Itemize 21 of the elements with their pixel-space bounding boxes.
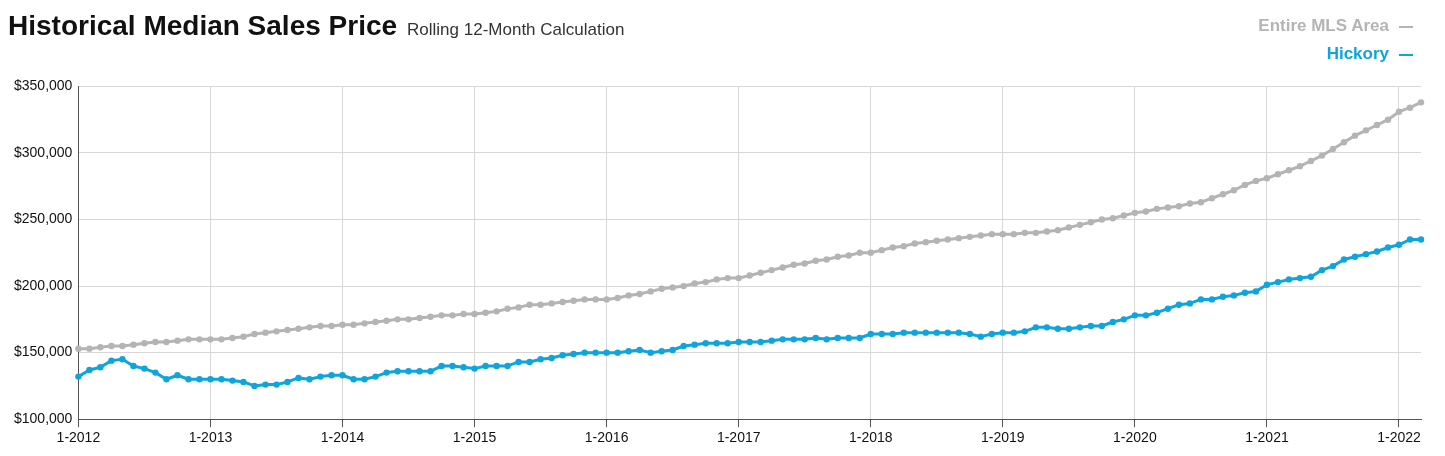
x-tick-label: 1-2022	[1377, 429, 1421, 446]
x-tick-label: 1-2015	[452, 429, 497, 446]
x-tick-label: 1-2012	[56, 429, 101, 446]
y-tick-label: $300,000	[13, 143, 73, 160]
chart-subtitle: Rolling 12-Month Calculation	[407, 20, 625, 39]
x-tick-label: 1-2021	[1245, 429, 1289, 446]
x-tick-label: 1-2019	[981, 429, 1025, 446]
y-tick-label: $250,000	[13, 210, 73, 227]
y-tick-label: $150,000	[13, 343, 73, 360]
y-tick-label: $350,000	[13, 77, 73, 94]
x-tick-label: 1-2017	[716, 429, 761, 446]
y-tick-label: $100,000	[13, 410, 73, 427]
x-tick-label: 1-2020	[1113, 429, 1157, 446]
x-tick-label: 1-2018	[848, 429, 893, 446]
chart-title: Historical Median Sales Price	[8, 10, 398, 41]
x-tick-label: 1-2014	[320, 429, 365, 446]
legend-label: Entire MLS Area	[1258, 16, 1389, 35]
x-tick-label: 1-2016	[584, 429, 629, 446]
y-tick-label: $200,000	[13, 276, 73, 293]
x-tick-label: 1-2013	[188, 429, 233, 446]
legend-label: Hickory	[1326, 44, 1389, 63]
